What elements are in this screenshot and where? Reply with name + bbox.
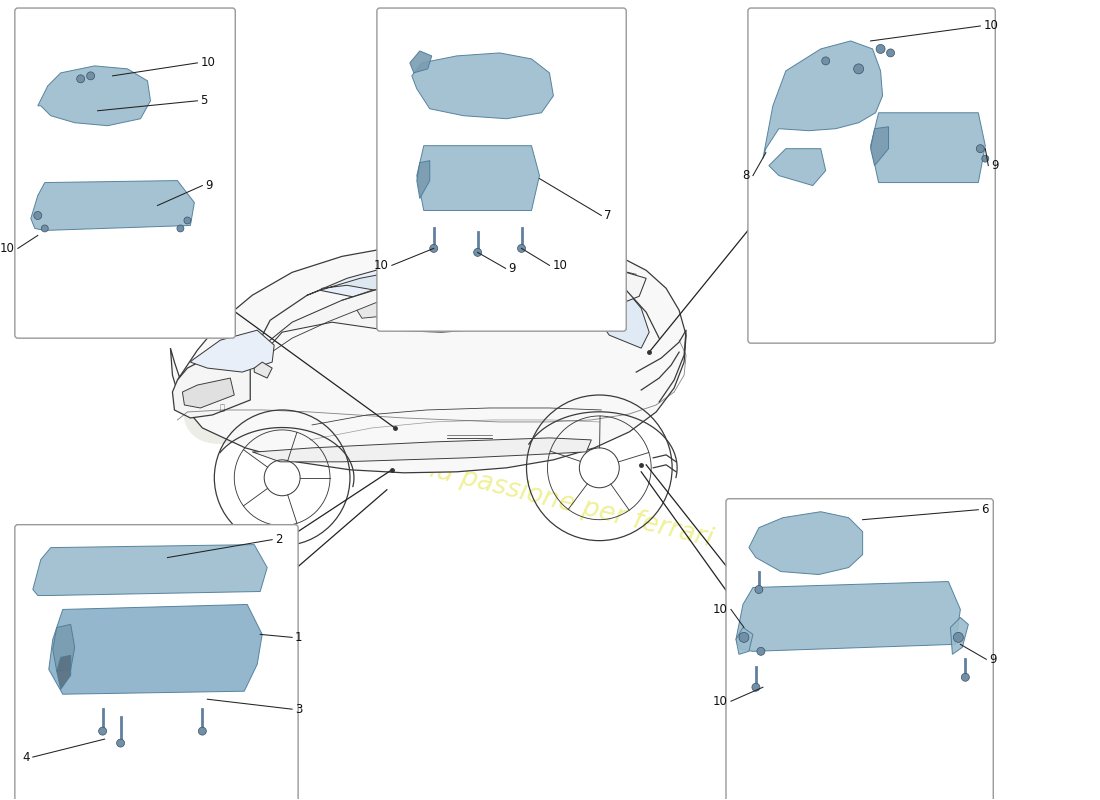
Polygon shape — [417, 146, 539, 210]
Polygon shape — [358, 296, 427, 318]
Polygon shape — [410, 51, 432, 73]
Circle shape — [184, 217, 191, 224]
Polygon shape — [53, 625, 75, 671]
Text: 1: 1 — [295, 631, 302, 644]
Text: 10: 10 — [200, 56, 216, 70]
Circle shape — [87, 72, 95, 80]
Polygon shape — [749, 512, 862, 574]
Polygon shape — [769, 149, 826, 186]
Circle shape — [977, 145, 985, 153]
Circle shape — [474, 248, 482, 256]
Polygon shape — [173, 355, 250, 418]
Circle shape — [752, 683, 760, 691]
Polygon shape — [170, 238, 686, 473]
Polygon shape — [950, 618, 968, 654]
Text: 🐴: 🐴 — [220, 403, 224, 413]
Circle shape — [961, 674, 969, 682]
FancyBboxPatch shape — [726, 498, 993, 800]
Polygon shape — [447, 288, 517, 310]
Text: 7: 7 — [604, 209, 612, 222]
Polygon shape — [183, 378, 234, 408]
Text: 10: 10 — [374, 259, 389, 272]
FancyBboxPatch shape — [748, 8, 996, 343]
Text: 10: 10 — [0, 242, 15, 255]
Polygon shape — [48, 605, 262, 694]
Circle shape — [854, 64, 864, 74]
Text: 9: 9 — [989, 653, 997, 666]
Text: la passione per ferrari: la passione per ferrari — [427, 457, 716, 553]
Polygon shape — [870, 113, 986, 182]
Polygon shape — [736, 627, 752, 654]
Polygon shape — [31, 181, 195, 230]
Circle shape — [982, 155, 989, 162]
Circle shape — [99, 727, 107, 735]
Circle shape — [517, 245, 526, 252]
Polygon shape — [190, 330, 274, 372]
Text: 6: 6 — [981, 503, 989, 516]
Circle shape — [430, 245, 438, 252]
Circle shape — [822, 57, 829, 65]
Polygon shape — [37, 66, 151, 126]
Text: europ: europ — [178, 353, 565, 467]
Polygon shape — [411, 53, 553, 118]
Polygon shape — [307, 254, 582, 308]
Polygon shape — [250, 268, 646, 368]
FancyBboxPatch shape — [15, 8, 235, 338]
Circle shape — [77, 75, 85, 83]
Circle shape — [887, 49, 894, 57]
Circle shape — [757, 647, 764, 655]
Text: 10: 10 — [713, 603, 728, 616]
Polygon shape — [590, 278, 649, 348]
Text: 10: 10 — [713, 694, 728, 708]
Polygon shape — [870, 126, 889, 166]
Polygon shape — [763, 41, 882, 158]
FancyBboxPatch shape — [15, 525, 298, 800]
Circle shape — [34, 211, 42, 219]
Text: 4: 4 — [22, 750, 30, 763]
Text: 9: 9 — [206, 179, 213, 192]
Circle shape — [876, 45, 886, 54]
Circle shape — [755, 586, 763, 594]
Text: 10: 10 — [552, 259, 568, 272]
Polygon shape — [736, 582, 960, 651]
Circle shape — [198, 727, 207, 735]
Polygon shape — [417, 161, 430, 198]
Circle shape — [954, 632, 964, 642]
Circle shape — [117, 739, 124, 747]
Text: 10: 10 — [983, 19, 998, 33]
Circle shape — [42, 225, 48, 232]
Text: 9: 9 — [991, 159, 999, 172]
Circle shape — [739, 632, 749, 642]
Polygon shape — [33, 545, 267, 595]
Text: 5: 5 — [200, 94, 208, 107]
Polygon shape — [254, 362, 272, 378]
Polygon shape — [320, 262, 571, 298]
Text: 8: 8 — [742, 169, 750, 182]
Text: 9: 9 — [508, 262, 516, 275]
Polygon shape — [252, 438, 592, 462]
Circle shape — [177, 225, 184, 232]
Polygon shape — [57, 655, 70, 690]
FancyBboxPatch shape — [377, 8, 626, 331]
Text: 2: 2 — [275, 533, 283, 546]
Text: 3: 3 — [295, 702, 302, 716]
